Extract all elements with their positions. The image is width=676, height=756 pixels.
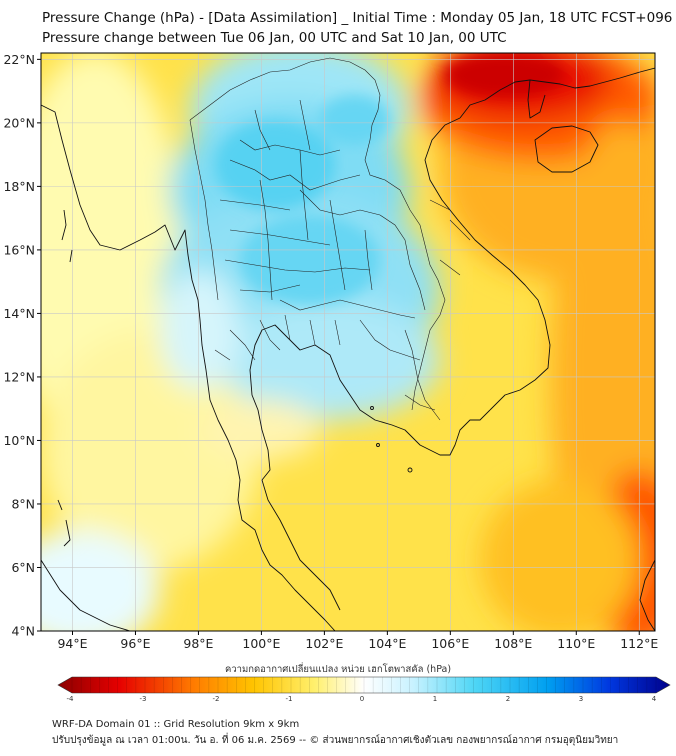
map-frame	[40, 52, 656, 632]
lon-tick-label: 100°E	[242, 636, 280, 651]
colorbar-tick-label: 0	[360, 695, 364, 703]
colorbar-tick-label: 4	[652, 695, 657, 703]
lon-tick-label: 98°E	[183, 636, 213, 651]
lat-tick-label: 18°N	[3, 179, 35, 194]
footer-update-info: ปรับปรุงข้อมูล ณ เวลา 01:00น. วัน อ. ที่…	[52, 735, 619, 746]
lon-tick-label: 94°E	[57, 636, 87, 651]
lon-tick-label: 96°E	[120, 636, 150, 651]
map-title: Pressure Change (hPa) - [Data Assimilati…	[42, 10, 673, 26]
footer-model-info: WRF-DA Domain 01 :: Grid Resolution 9km …	[52, 719, 300, 730]
province-borders	[189, 57, 471, 421]
colorbar-tick-label: 2	[506, 695, 510, 703]
lon-tick-label: 108°E	[494, 636, 532, 651]
colorbar-ticks: -4 -3 -2 -1 0 1 2 3 4	[67, 677, 657, 703]
colorbar-bar	[57, 676, 671, 694]
lat-tick-label: 20°N	[3, 115, 35, 130]
colorbar-tick-label: -4	[67, 695, 75, 703]
longitude-axis: 94°E 96°E 98°E 100°E 102°E 104°E 106°E 108°E 110…	[57, 631, 658, 651]
lon-tick-label: 104°E	[368, 636, 406, 651]
lat-tick-label: 22°N	[3, 52, 35, 67]
colorbar-label: ความกดอากาศเปลี่ยนแปลง หน่วย เฮกโตพาสคัล…	[224, 664, 452, 675]
colorbar-tick-label: -3	[140, 695, 147, 703]
coastlines	[41, 67, 655, 631]
colorbar-tick-label: -2	[213, 695, 220, 703]
lat-tick-label: 10°N	[3, 433, 35, 448]
graticule	[41, 53, 655, 631]
map-subtitle: Pressure change between Tue 06 Jan, 00 U…	[42, 30, 507, 46]
lon-tick-label: 110°E	[557, 636, 595, 651]
lat-tick-label: 8°N	[11, 496, 35, 511]
colorbar: -4 -3 -2 -1 0 1 2 3 4	[57, 676, 671, 703]
colorbar-tick-label: 3	[579, 695, 583, 703]
colorbar-tick-label: 1	[433, 695, 437, 703]
colorbar-tick-label: -1	[286, 695, 293, 703]
lat-tick-label: 4°N	[11, 624, 35, 639]
latitude-axis: 22°N 20°N 18°N 16°N 14°N 12°N 10°N 8°N 6°N 4°N	[3, 52, 41, 639]
lat-tick-label: 12°N	[3, 369, 35, 384]
lat-tick-label: 14°N	[3, 306, 35, 321]
lon-tick-label: 102°E	[305, 636, 343, 651]
lat-tick-label: 16°N	[3, 242, 35, 257]
lon-tick-label: 106°E	[431, 636, 469, 651]
lat-tick-label: 6°N	[11, 560, 35, 575]
lon-tick-label: 112°E	[620, 636, 658, 651]
